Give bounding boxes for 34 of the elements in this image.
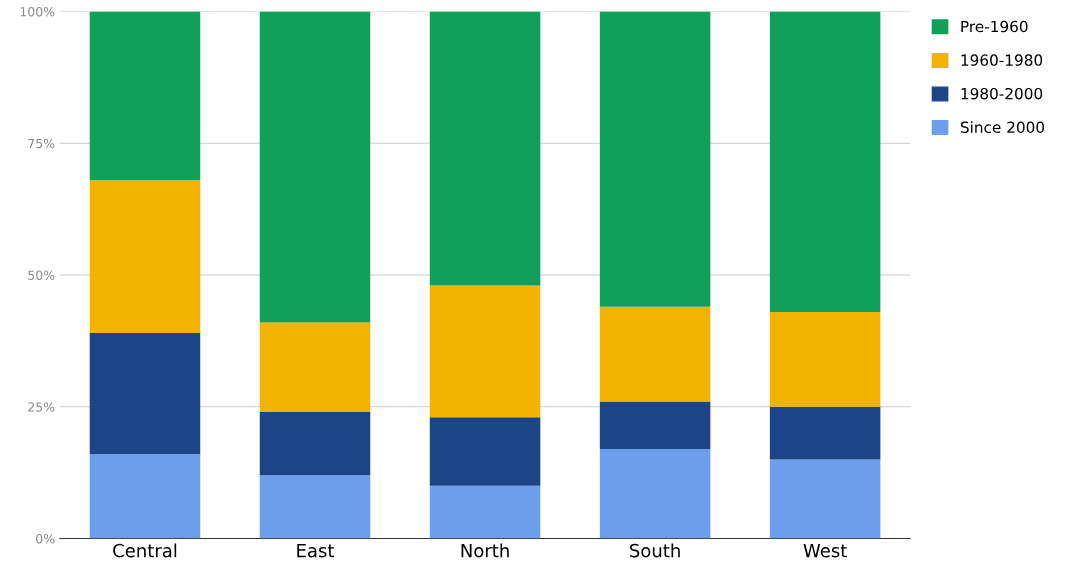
bar xyxy=(259,475,371,539)
bar xyxy=(769,459,881,539)
bar xyxy=(769,311,881,407)
bar xyxy=(89,454,201,539)
x-tick-label: Central xyxy=(113,543,177,558)
bar xyxy=(429,285,541,418)
bar xyxy=(599,448,711,539)
bar xyxy=(429,485,541,539)
y-tick-label: 25% xyxy=(28,402,55,412)
legend-label: Pre-1960 xyxy=(961,20,1028,33)
y-tick-label: 75% xyxy=(28,138,55,149)
bar xyxy=(89,180,201,334)
y-tick-label: 0% xyxy=(36,534,55,544)
bar xyxy=(89,333,201,455)
bar xyxy=(769,11,881,312)
legend-label: Since 2000 xyxy=(960,121,1045,134)
bar xyxy=(599,11,711,307)
bar xyxy=(89,11,201,181)
bar xyxy=(599,306,711,402)
bar xyxy=(259,322,371,413)
x-tick-label: North xyxy=(461,543,509,558)
x-tick-label: South xyxy=(630,543,680,558)
bar xyxy=(259,11,371,323)
y-tick-label: 100% xyxy=(20,6,55,17)
x-tick-label: East xyxy=(297,543,335,558)
bar xyxy=(599,401,711,449)
bar xyxy=(769,406,881,460)
x-tick-label: West xyxy=(803,543,847,558)
bar xyxy=(429,11,541,286)
legend-label: 1960-1980 xyxy=(961,54,1043,66)
bar xyxy=(429,417,541,486)
y-tick-label: 50% xyxy=(28,270,55,280)
legend-label: 1980-2000 xyxy=(961,87,1043,100)
bar xyxy=(259,412,371,476)
